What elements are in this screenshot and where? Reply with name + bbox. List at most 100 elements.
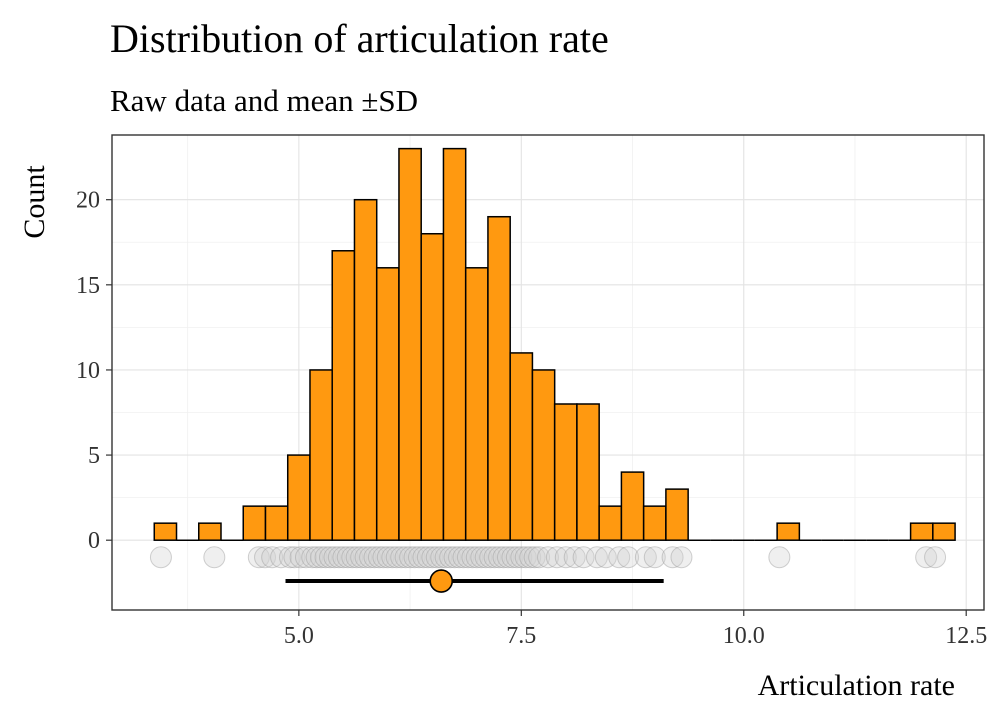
y-tick-label: 0: [88, 528, 100, 554]
raw-data-points: [149, 546, 947, 569]
raw-data-point: [439, 546, 462, 569]
histogram-bar: [198, 522, 222, 541]
raw-data-point: [332, 546, 355, 569]
histogram-bar: [909, 522, 934, 541]
raw-data-point: [434, 546, 457, 569]
raw-data-point: [261, 546, 284, 569]
raw-data-point: [496, 546, 519, 569]
y-tick-label: 10: [76, 358, 100, 384]
raw-data-point: [294, 546, 317, 569]
histogram-bar: [776, 522, 801, 541]
histogram-bar: [464, 267, 489, 541]
histogram-bar: [286, 454, 311, 541]
raw-data-point: [617, 546, 640, 569]
raw-data-point: [425, 546, 448, 569]
raw-data-point: [283, 546, 306, 569]
x-tick-label: 5.0: [284, 623, 314, 649]
chart-title: Distribution of articulation rate: [110, 16, 609, 61]
raw-data-point: [594, 546, 617, 569]
raw-data-point: [305, 546, 328, 569]
raw-data-point: [501, 546, 524, 569]
x-tick-label: 12.5: [945, 623, 987, 649]
raw-data-point: [345, 546, 368, 569]
raw-data-point: [367, 546, 390, 569]
raw-data-point: [461, 546, 484, 569]
raw-data-point: [452, 546, 475, 569]
raw-data-point: [608, 546, 631, 569]
raw-data-point: [483, 546, 506, 569]
y-tick-label: 20: [76, 188, 100, 214]
raw-data-point: [354, 546, 377, 569]
raw-data-point: [149, 546, 172, 569]
raw-data-point: [403, 546, 426, 569]
histogram-bar: [665, 488, 689, 541]
raw-data-point: [554, 546, 577, 569]
raw-data-point: [519, 546, 542, 569]
raw-data-point: [443, 546, 466, 569]
raw-data-point: [924, 546, 947, 569]
raw-data-point: [514, 546, 537, 569]
raw-data-point: [363, 546, 386, 569]
raw-data-point: [634, 546, 657, 569]
histogram-bar: [353, 198, 378, 541]
raw-data-point: [270, 546, 293, 569]
raw-data-point: [359, 546, 382, 569]
histogram-bar: [153, 522, 178, 541]
y-tick-label: 5: [88, 443, 100, 469]
x-tick-label: 7.5: [506, 623, 536, 649]
raw-data-point: [412, 546, 435, 569]
histogram-bars: [153, 147, 956, 541]
raw-data-point: [915, 546, 938, 569]
raw-data-point: [381, 546, 404, 569]
histogram-bar: [553, 403, 578, 541]
histogram-bar: [932, 522, 956, 541]
raw-data-point: [314, 546, 337, 569]
raw-data-point: [350, 546, 373, 569]
raw-data-point: [563, 546, 586, 569]
raw-data-point: [492, 546, 515, 569]
panel-border: [111, 134, 985, 611]
histogram-bar: [398, 147, 422, 541]
raw-data-point: [479, 546, 502, 569]
raw-data-point: [372, 546, 395, 569]
histogram-bar: [242, 505, 267, 541]
chart-subtitle: Raw data and mean ±SD: [110, 83, 418, 118]
raw-data-point: [523, 546, 546, 569]
raw-data-point: [376, 546, 399, 569]
raw-data-point: [203, 546, 226, 569]
x-axis-label: Articulation rate: [758, 669, 955, 702]
raw-data-point: [572, 546, 595, 569]
histogram-bar: [375, 267, 400, 541]
raw-data-point: [319, 546, 341, 569]
histogram-bar: [442, 147, 467, 541]
raw-data-point: [448, 546, 471, 569]
raw-data-point: [474, 546, 497, 569]
histogram-bar: [331, 250, 356, 541]
raw-data-point: [385, 546, 408, 569]
raw-data-point: [670, 546, 693, 569]
histogram-bar: [598, 505, 623, 541]
raw-data-point: [407, 546, 430, 569]
raw-data-point: [510, 546, 533, 569]
y-axis-ticks: 0 5 10 15 20: [76, 188, 112, 554]
raw-data-point: [310, 546, 333, 569]
raw-data-point: [327, 546, 350, 569]
histogram-bar: [309, 369, 333, 541]
raw-data-point: [399, 546, 422, 569]
histogram-bar: [264, 505, 289, 541]
raw-data-point: [323, 546, 346, 569]
raw-data-point: [301, 546, 324, 569]
histogram-bar: [509, 352, 534, 541]
raw-data-point: [643, 546, 666, 569]
x-axis-ticks: 5.0 7.5 10.0 12.5: [284, 610, 987, 649]
raw-data-point: [394, 546, 417, 569]
raw-data-point: [278, 546, 301, 569]
raw-data-point: [661, 546, 684, 569]
raw-data-point: [416, 546, 439, 569]
histogram-bar: [487, 215, 511, 541]
raw-data-point: [465, 546, 488, 569]
y-axis-label: Count: [18, 165, 51, 239]
histogram-bar: [531, 369, 556, 541]
raw-data-point: [528, 546, 551, 569]
